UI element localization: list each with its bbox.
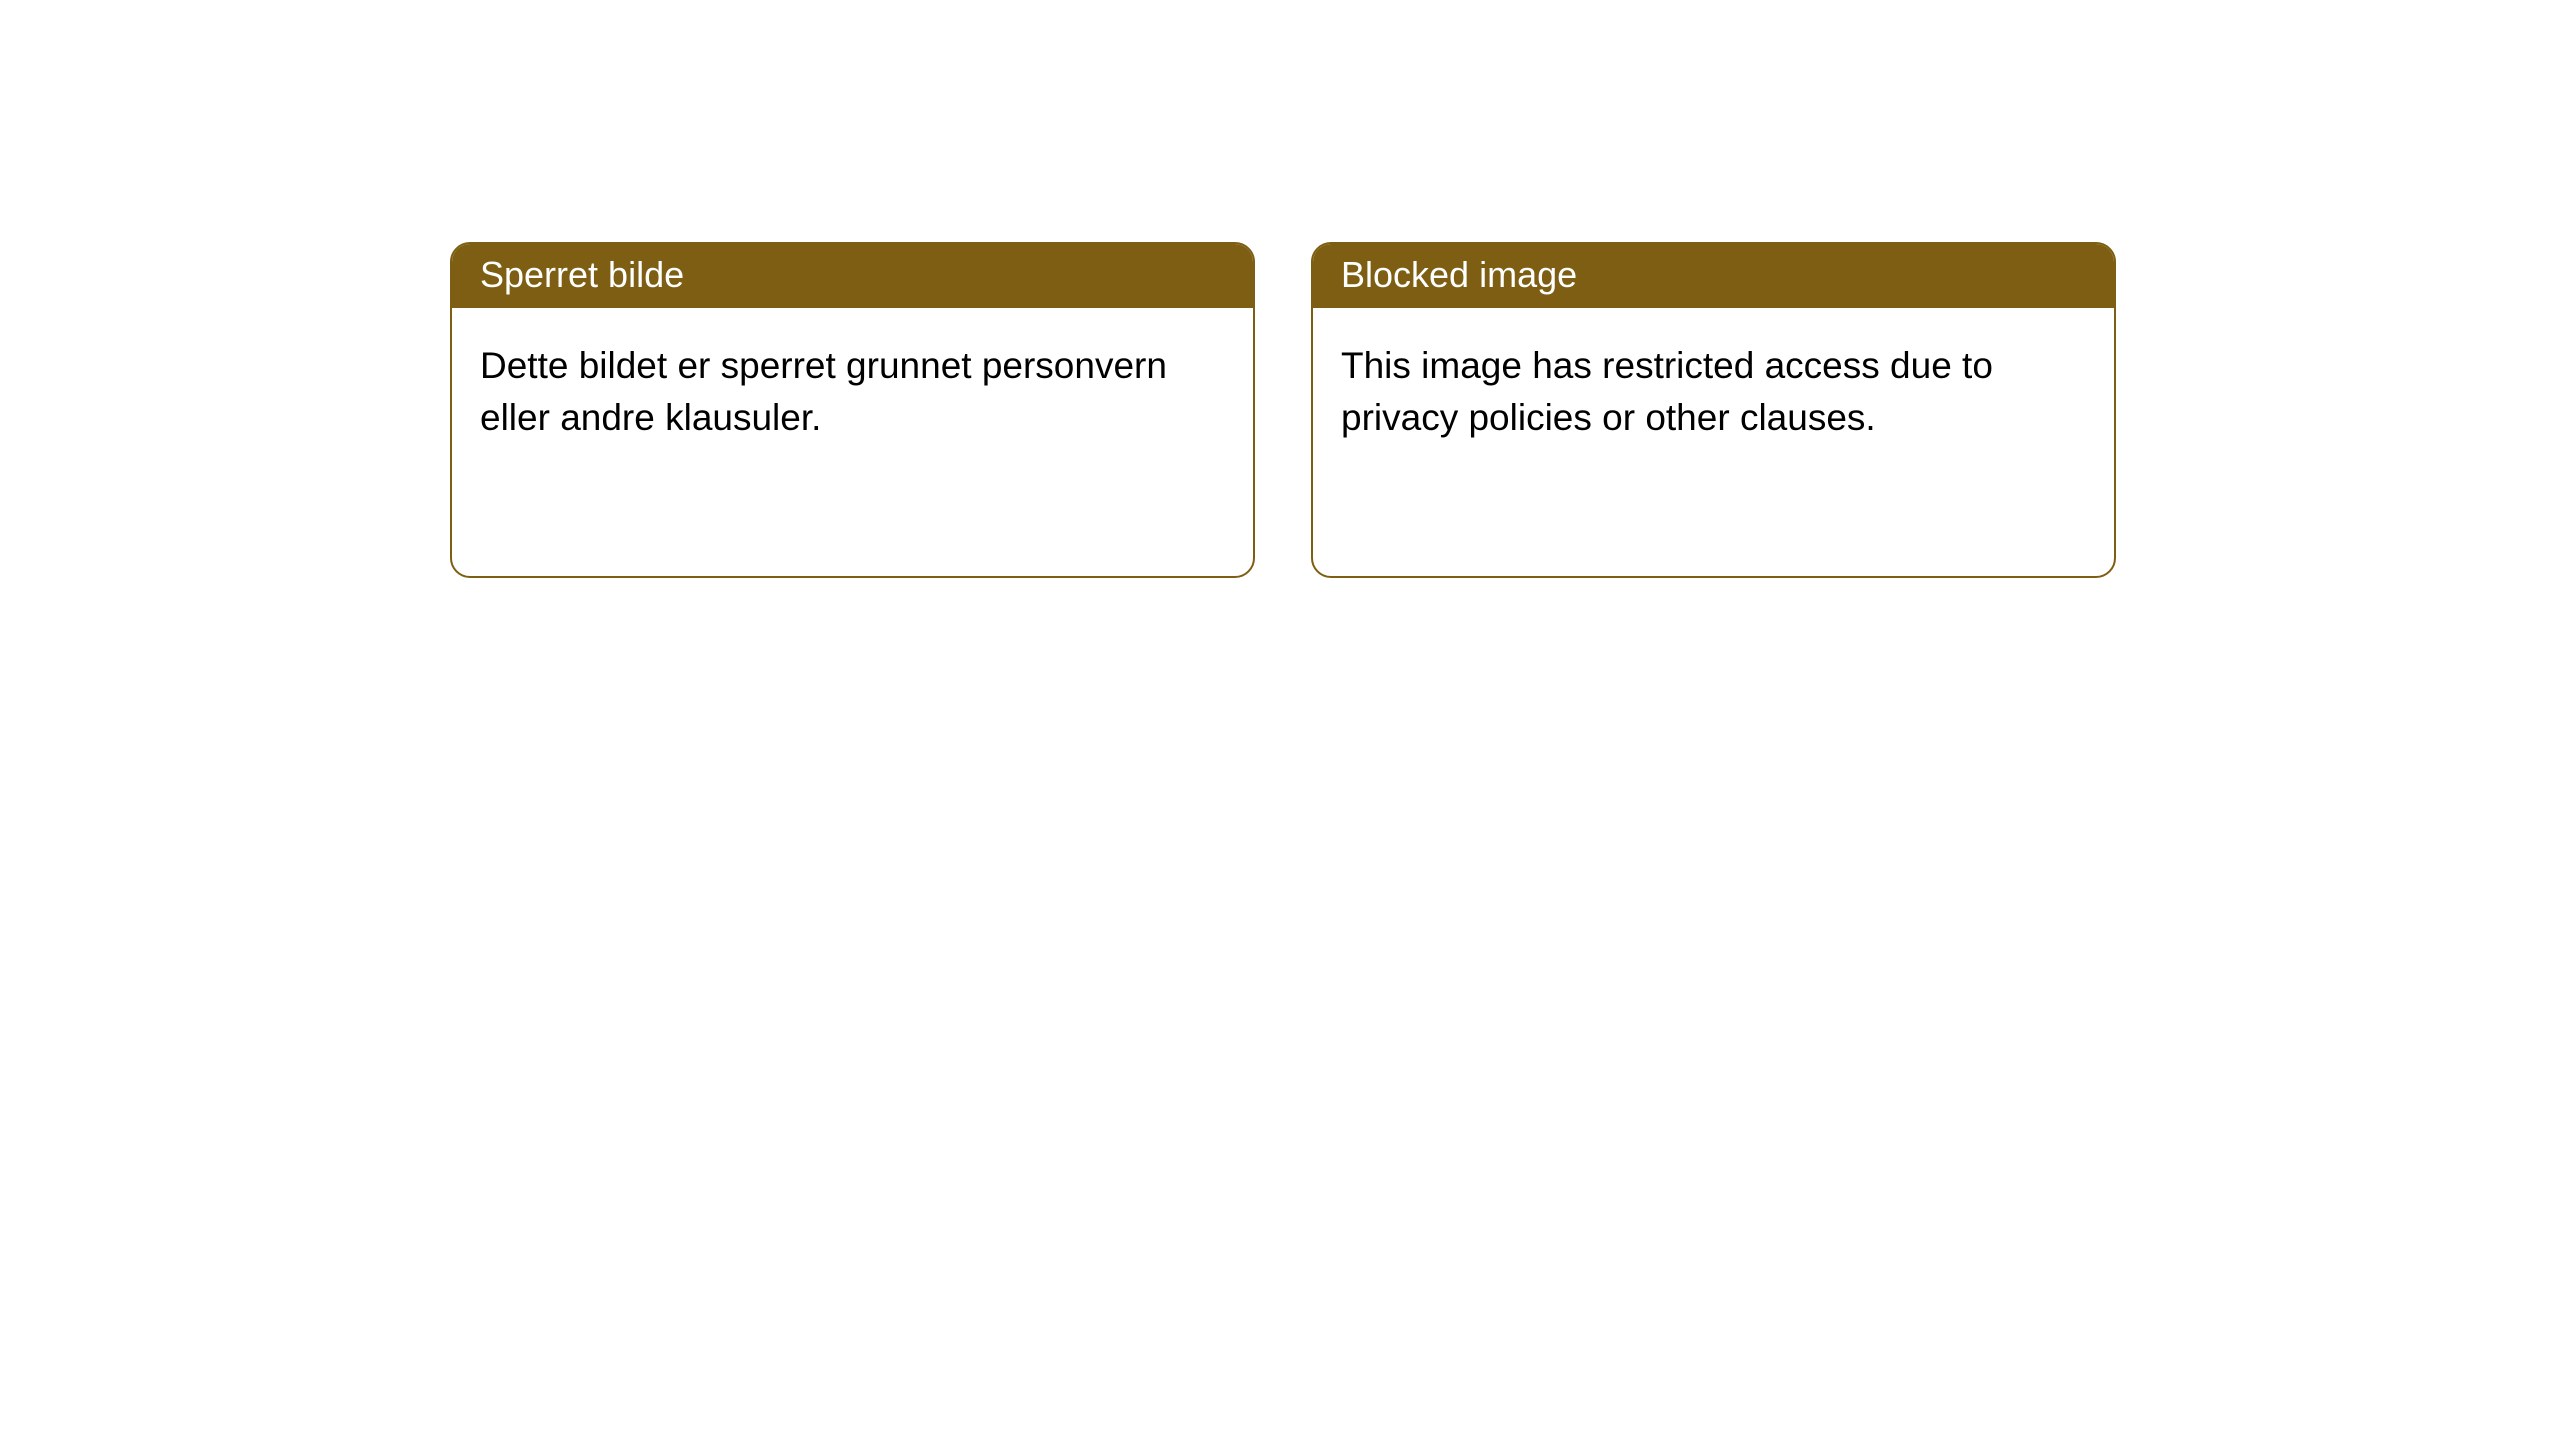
card-header: Sperret bilde [452,244,1253,308]
card-body: Dette bildet er sperret grunnet personve… [452,308,1253,476]
card-title: Sperret bilde [480,254,684,295]
card-header: Blocked image [1313,244,2114,308]
card-body-text: This image has restricted access due to … [1341,345,1993,438]
card-body: This image has restricted access due to … [1313,308,2114,476]
card-title: Blocked image [1341,254,1577,295]
blocked-image-card-no: Sperret bilde Dette bildet er sperret gr… [450,242,1255,578]
notice-container: Sperret bilde Dette bildet er sperret gr… [0,0,2560,578]
card-body-text: Dette bildet er sperret grunnet personve… [480,345,1167,438]
blocked-image-card-en: Blocked image This image has restricted … [1311,242,2116,578]
